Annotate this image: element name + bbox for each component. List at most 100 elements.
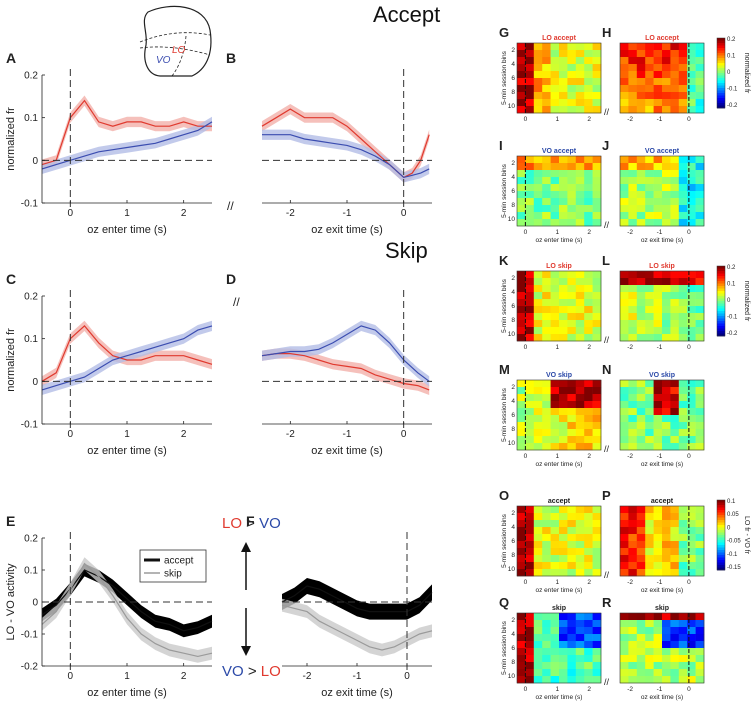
heatmap-q-cell — [550, 634, 560, 642]
heatmap-o-cell — [525, 527, 535, 535]
heatmap-l-cell — [687, 320, 696, 328]
heatmap-o-y-tick-label: 4 — [511, 524, 515, 531]
heatmap-k-cell — [517, 278, 526, 286]
heatmap-r-cell — [653, 613, 663, 621]
heatmap-i-cell — [584, 163, 593, 171]
heatmap-o-cell — [592, 513, 602, 521]
heatmap-h-cell — [628, 85, 638, 93]
heatmap-i-cell — [567, 170, 577, 178]
heatmap-q-cell — [525, 669, 535, 677]
heatmap-g-cell — [592, 71, 602, 79]
heatmap-l-cell — [628, 299, 638, 307]
heatmap-m-cell — [567, 394, 577, 402]
heatmap-l-cell — [678, 285, 688, 293]
heatmap-n-cell — [670, 436, 680, 444]
heatmap-p-cell — [678, 506, 688, 514]
heatmap-i-cell — [592, 184, 602, 192]
heatmap-l-cell — [636, 292, 646, 300]
heatmap-n-cell — [687, 422, 696, 430]
heatmap-k-cell — [575, 292, 585, 300]
heatmap-m-cell — [525, 380, 535, 388]
heatmap-i-cell — [575, 212, 585, 220]
heatmap-o-cell — [542, 527, 551, 535]
heatmap-o-cell — [533, 548, 543, 556]
heatmap-m-cell — [550, 401, 560, 409]
heatmap-g-cell — [517, 64, 526, 72]
heatmap-r-cell — [628, 676, 638, 684]
heatmap-p-cell — [695, 513, 705, 521]
heatmap-i-cell — [559, 163, 568, 171]
heatmap-p-cell — [678, 562, 688, 570]
heatmap-k-y-tick-label: 6 — [511, 303, 515, 310]
heatmap-q-frame — [516, 612, 602, 684]
heatmap-o-cell — [575, 541, 585, 549]
heatmap-n-cell — [628, 380, 638, 388]
heatmap-r-cell — [620, 655, 629, 663]
heatmap-p-cell — [620, 555, 629, 563]
heatmap-h-cell — [695, 85, 705, 93]
heatmap-i-panel-letter: I — [499, 138, 503, 153]
heatmap-k-cell — [592, 271, 602, 279]
heatmap-i-cell — [550, 219, 560, 227]
heatmap-g-cell — [592, 92, 602, 100]
heatmap-q-cell — [542, 655, 551, 663]
heatmap-o-cell — [584, 548, 593, 556]
cb3-swatch — [717, 540, 725, 543]
heatmap-g-cell — [567, 64, 577, 72]
heatmap-p-cell — [653, 541, 663, 549]
heatmap-n-cell — [620, 401, 629, 409]
heatmap-m-cell — [517, 429, 526, 437]
heatmap-p-cell — [687, 555, 696, 563]
heatmap-q-cell — [592, 669, 602, 677]
heatmap-i-cell — [525, 191, 535, 199]
heatmap-q-cell — [517, 627, 526, 635]
cb1-swatch — [717, 58, 725, 61]
chart-f-band-skip — [282, 598, 432, 657]
heatmap-g-cell — [542, 57, 551, 65]
heatmap-q-cell — [542, 676, 551, 684]
heatmap-r-cell — [687, 613, 696, 621]
heatmap-j-cell — [636, 170, 646, 178]
heatmap-h-cell — [653, 85, 663, 93]
heatmap-r-cell — [645, 648, 654, 656]
heatmap-q-cell — [525, 634, 535, 642]
heatmap-m-cell — [550, 422, 560, 430]
heatmap-j-cell — [645, 170, 654, 178]
heatmap-p-cell — [653, 506, 663, 514]
heatmap-l-cell — [687, 299, 696, 307]
heatmap-r-cell — [628, 620, 638, 628]
heatmap-m-cell — [525, 401, 535, 409]
heatmap-q-cell — [584, 627, 593, 635]
heatmap-m-cell — [517, 422, 526, 430]
heatmap-r-cell — [687, 641, 696, 649]
chart-d-x-tick-label: 0 — [401, 429, 407, 440]
heatmap-m-cell — [567, 429, 577, 437]
heatmap-n-cell — [628, 443, 638, 451]
heatmap-r-cell — [695, 648, 705, 656]
heatmap-g-cell — [584, 43, 593, 51]
heatmap-m-cell — [525, 443, 535, 451]
heatmap-g-cell — [525, 43, 535, 51]
heatmap-p-cell — [620, 520, 629, 528]
heatmap-m-title: VO skip — [546, 372, 572, 379]
heatmap-k-cell — [559, 306, 568, 314]
heatmap-j-cell — [653, 212, 663, 220]
cb3-tick-label: 0 — [727, 525, 731, 531]
heatmap-h-cell — [636, 106, 646, 114]
heatmap-p-cell — [687, 569, 696, 577]
heatmap-p-cell — [687, 506, 696, 514]
heatmap-j-cell — [662, 191, 671, 199]
heatmap-i-cell — [550, 163, 560, 171]
heatmap-p-cell — [662, 520, 671, 528]
heatmap-m-cell — [559, 422, 568, 430]
heatmap-i-cell — [559, 212, 568, 220]
heatmap-m-cell — [575, 429, 585, 437]
heatmap-j-cell — [678, 163, 688, 171]
heatmap-j-cell — [687, 184, 696, 192]
heatmap-p-cell — [636, 548, 646, 556]
heatmap-p-cell — [645, 520, 654, 528]
heatmap-o-cell — [533, 541, 543, 549]
heatmap-l-cell — [670, 334, 680, 342]
heatmap-p-cell — [662, 548, 671, 556]
heatmap-r-cell — [662, 627, 671, 635]
